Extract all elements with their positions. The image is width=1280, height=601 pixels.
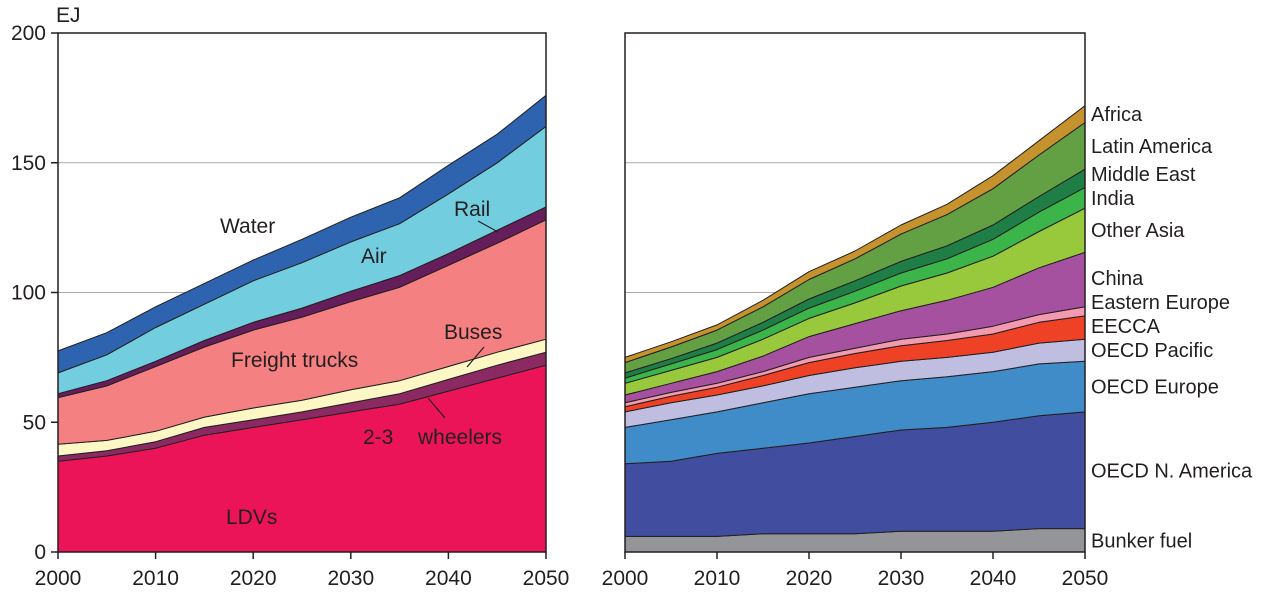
- x-tick-label-2030: 2030: [327, 567, 374, 590]
- legend-label-china: China: [1091, 268, 1144, 290]
- area-label-2-3-a: 2-3: [363, 426, 393, 449]
- legend-label-other-asia: Other Asia: [1091, 220, 1185, 242]
- region-legend: Bunker fuel OECD N. America OECD Europe OEC…: [1091, 104, 1253, 552]
- transport-mode-chart: 0 50 100 150 200 2000 2010 2020 2030 2040 2050 EJ…: [11, 4, 569, 590]
- area-label-rail: Rail: [454, 198, 490, 221]
- y-tick-label-0: 0: [34, 541, 46, 564]
- left-x-ticks: 2000 2010 2020 2030 2040 2050: [35, 552, 570, 590]
- legend-label-bunker-fuel: Bunker fuel: [1091, 530, 1192, 552]
- legend-label-latin-america: Latin America: [1091, 136, 1213, 158]
- legend-label-india: India: [1091, 188, 1135, 210]
- legend-label-eecca: EECCA: [1091, 316, 1161, 338]
- right-x-ticks: 2000 2010 2020 2030 2040 2050: [602, 552, 1109, 590]
- area-label-wheelers-b: wheelers: [417, 426, 502, 449]
- y-tick-label-50: 50: [23, 411, 46, 434]
- y-tick-label-150: 150: [11, 152, 46, 175]
- x-tick-label-2000: 2000: [602, 567, 649, 590]
- x-tick-label-2050: 2050: [1062, 567, 1109, 590]
- left-y-ticks: 0 50 100 150 200: [11, 22, 58, 564]
- area-label-water: Water: [220, 215, 275, 238]
- area-label-air: Air: [361, 245, 387, 268]
- area-label-buses: Buses: [444, 321, 502, 344]
- x-tick-label-2050: 2050: [523, 567, 570, 590]
- y-axis-unit-label: EJ: [56, 4, 81, 27]
- x-tick-label-2020: 2020: [230, 567, 277, 590]
- right-plot-frame: [624, 32, 1086, 553]
- legend-label-oecd-pacific: OECD Pacific: [1091, 340, 1213, 362]
- transport-region-chart: 2000 2010 2020 2030 2040 2050 Bunker fuel OECD…: [602, 32, 1253, 590]
- buses-leader-line: [466, 346, 485, 368]
- rail-leader-line: [477, 220, 499, 233]
- legend-label-oecd-n-america: OECD N. America: [1091, 460, 1253, 482]
- legend-label-middle-east: Middle East: [1091, 164, 1196, 186]
- wheelers-leader-line: [427, 397, 446, 419]
- legend-label-oecd-europe: OECD Europe: [1091, 377, 1219, 399]
- right-stacked-areas: [624, 105, 1086, 553]
- x-tick-label-2040: 2040: [425, 567, 472, 590]
- x-tick-label-2020: 2020: [786, 567, 833, 590]
- area-label-freight-trucks: Freight trucks: [231, 349, 358, 372]
- y-tick-label-100: 100: [11, 282, 46, 305]
- x-tick-label-2010: 2010: [694, 567, 741, 590]
- y-tick-label-200: 200: [11, 22, 46, 45]
- legend-label-africa: Africa: [1091, 104, 1143, 126]
- x-tick-label-2010: 2010: [132, 567, 179, 590]
- x-tick-label-2030: 2030: [878, 567, 925, 590]
- x-tick-label-2000: 2000: [35, 567, 82, 590]
- legend-label-eastern-europe: Eastern Europe: [1091, 292, 1230, 314]
- area-label-ldvs: LDVs: [226, 506, 277, 529]
- x-tick-label-2040: 2040: [970, 567, 1017, 590]
